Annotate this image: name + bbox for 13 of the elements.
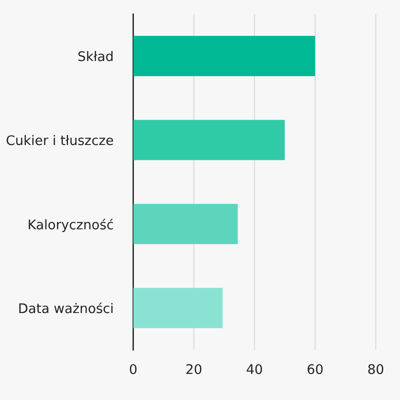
x-tick-label: 20: [186, 364, 202, 374]
bar: [133, 120, 285, 160]
x-tick-label: 60: [308, 364, 323, 374]
bar: [133, 204, 238, 244]
y-tick-label: Skład: [78, 50, 113, 62]
y-tick-label: Cukier i tłuszcze: [6, 134, 114, 146]
y-tick-label: Kaloryczność: [28, 218, 113, 232]
y-tick-label: Data ważności: [19, 302, 113, 314]
bar: [133, 288, 223, 328]
x-tick-label: 0: [130, 364, 137, 374]
x-tick-label: 80: [368, 364, 384, 374]
bar: [133, 36, 316, 76]
x-tick-label: 40: [246, 364, 262, 374]
